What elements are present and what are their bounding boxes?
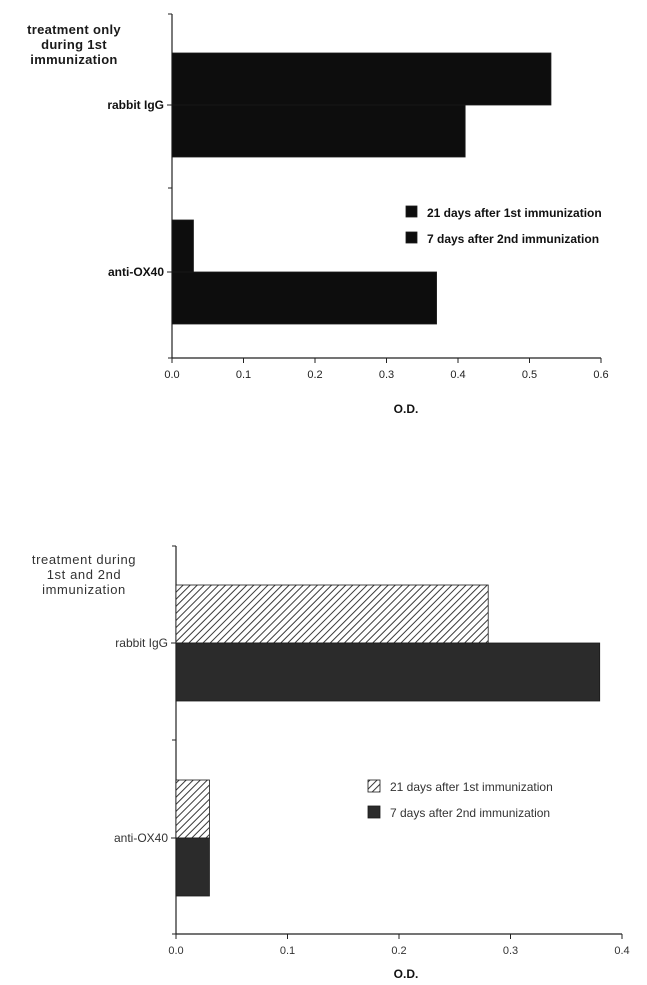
x-tick-label: 0.1 <box>280 945 295 957</box>
x-tick-label: 0.0 <box>164 369 179 381</box>
bar <box>175 642 601 702</box>
legend-label: 21 days after 1st immunization <box>427 206 602 220</box>
category-label: rabbit IgG <box>107 98 164 112</box>
bar <box>175 584 489 644</box>
x-tick-label: 0.3 <box>503 945 518 957</box>
category-label: anti-OX40 <box>108 265 164 279</box>
x-tick-label: 0.4 <box>614 945 629 957</box>
x-tick-label: 0.2 <box>307 369 322 381</box>
x-axis-label: O.D. <box>394 402 419 416</box>
bar <box>171 219 194 273</box>
legend-label: 7 days after 2nd immunization <box>390 806 550 820</box>
x-tick-label: 0.4 <box>450 369 465 381</box>
category-label: anti-OX40 <box>114 831 168 845</box>
legend-swatch <box>405 231 418 244</box>
x-tick-label: 0.6 <box>593 369 608 381</box>
category-label: rabbit IgG <box>115 636 168 650</box>
bar-chart-top: 0.0 0.1 0.2 0.3 0.4 0.5 0.6 rabbit IgG anti-OX40… <box>107 13 609 416</box>
x-tick-label: 0.5 <box>522 369 537 381</box>
x-tick-label: 0.2 <box>391 945 406 957</box>
legend-label: 21 days after 1st immunization <box>390 780 553 794</box>
x-tick-label: 0.1 <box>236 369 251 381</box>
legend-label: 7 days after 2nd immunization <box>427 232 599 246</box>
bar <box>171 52 552 106</box>
legend-swatch <box>405 205 418 218</box>
chart-title: treatment during 1st and 2nd immunizatio… <box>31 552 137 597</box>
chart-panel-bottom: treatment during 1st and 2nd immunizatio… <box>0 520 647 985</box>
legend-swatch <box>367 805 381 819</box>
bar <box>175 779 210 839</box>
bar <box>175 837 210 897</box>
bar <box>171 271 437 325</box>
legend-swatch <box>367 779 381 793</box>
x-axis-label: O.D. <box>394 967 419 981</box>
bar-chart-bottom: 0.0 0.1 0.2 0.3 0.4 rabbit IgG anti-OX40 21 day… <box>114 545 630 981</box>
bar <box>171 104 466 158</box>
chart-panel-top: treatment only during 1st immunization 0… <box>0 0 647 440</box>
x-tick-label: 0.0 <box>168 945 183 957</box>
x-tick-label: 0.3 <box>379 369 394 381</box>
chart-title: treatment only during 1st immunization <box>27 22 121 67</box>
